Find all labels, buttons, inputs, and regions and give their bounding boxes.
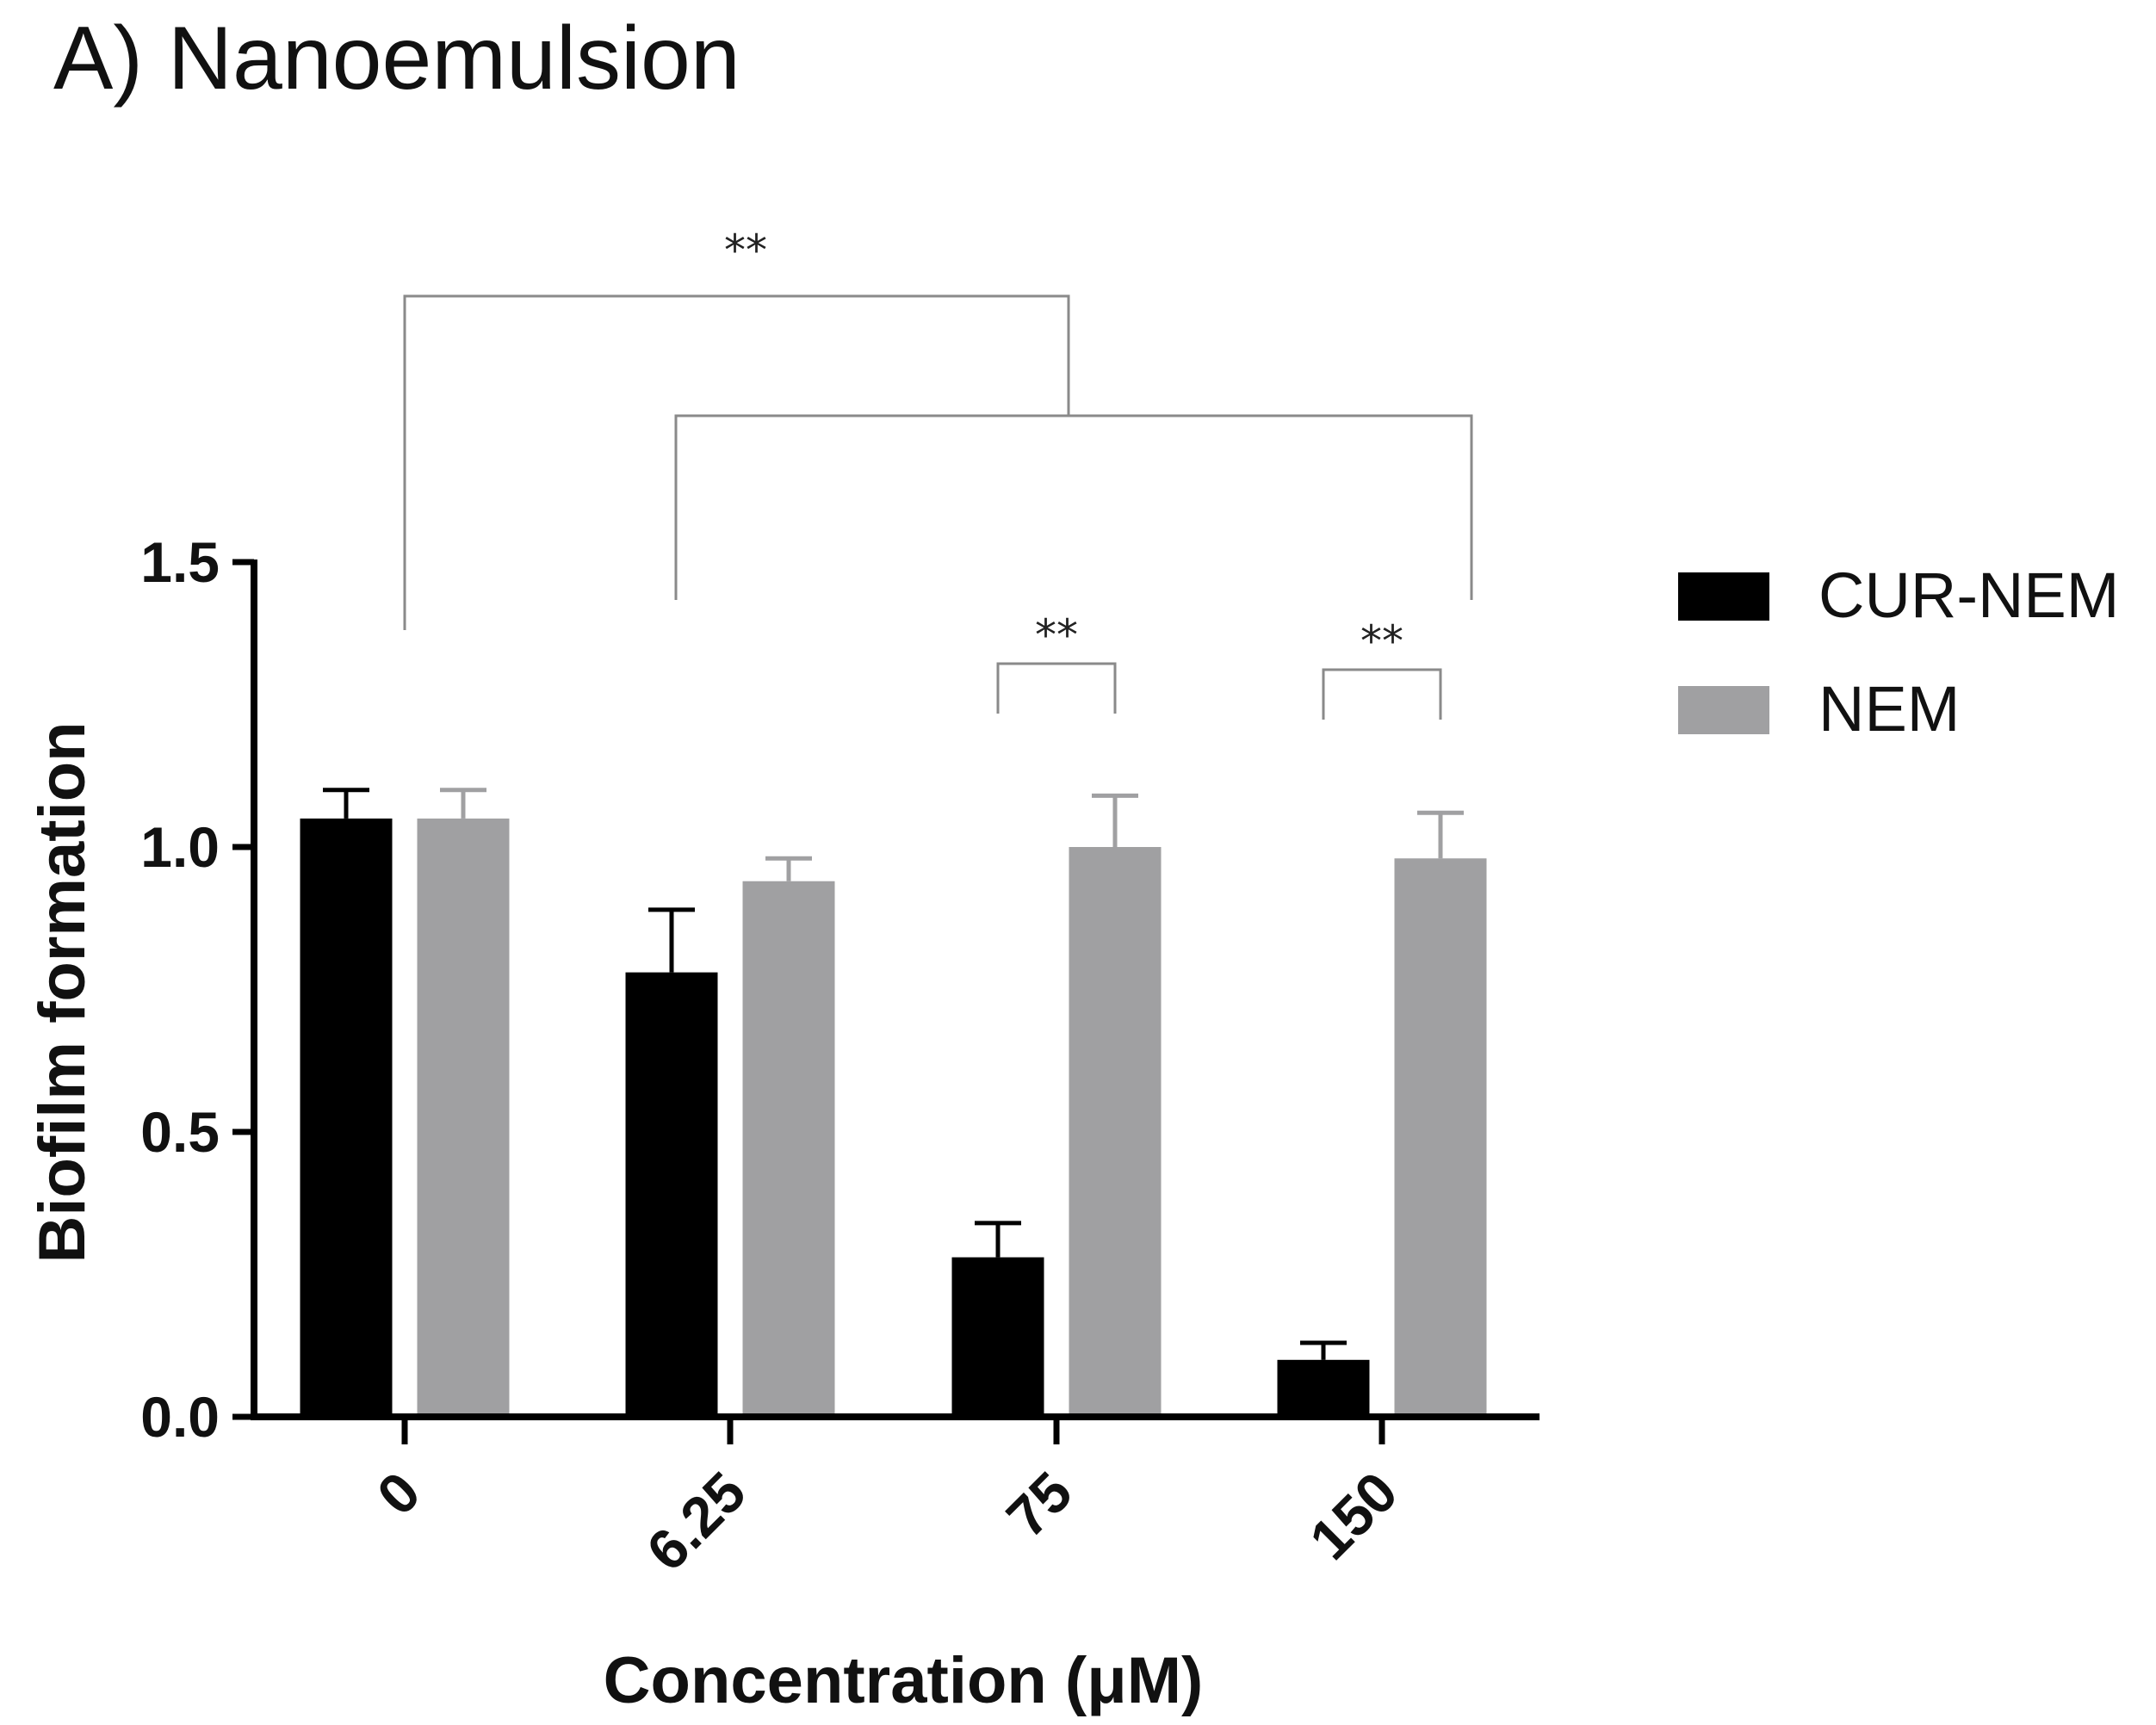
legend-item-cur-nem: CUR-NEM — [1678, 560, 2119, 631]
legend-label: CUR-NEM — [1818, 560, 2119, 631]
legend-swatch — [1678, 572, 1769, 621]
bar-nem-150 — [1394, 858, 1487, 1417]
legend-label: NEM — [1818, 673, 1960, 745]
legend-item-nem: NEM — [1678, 673, 1960, 745]
bar-nem-75 — [1069, 847, 1162, 1417]
bar-cur-nem-75 — [951, 1257, 1044, 1417]
y-tick-label: 0.0 — [140, 1385, 220, 1449]
error-bar-nem-150 — [1417, 810, 1464, 859]
significance-brackets: ** ** ** — [403, 226, 1473, 720]
bars-group — [300, 818, 1487, 1417]
x-tick-label: 75 — [994, 1460, 1084, 1549]
significance-bracket-75: ** — [996, 610, 1117, 714]
significance-stars: ** — [724, 226, 767, 275]
error-bar-nem-75 — [1092, 793, 1138, 847]
significance-bracket-overall: ** — [403, 226, 1473, 630]
x-tick-label: 6.25 — [635, 1460, 758, 1583]
error-bars-group — [323, 788, 1464, 1360]
significance-bracket-150: ** — [1322, 616, 1442, 720]
y-ticks: 0.0 0.5 1.0 1.5 — [140, 530, 254, 1449]
bar-nem-6.25 — [742, 881, 835, 1417]
legend-swatch — [1678, 686, 1769, 734]
error-bar-nem-0 — [440, 788, 486, 819]
chart-title: A) Nanoemulsion — [53, 9, 740, 108]
y-axis-title: Biofilm formation — [26, 721, 99, 1263]
bar-cur-nem-150 — [1277, 1359, 1370, 1417]
bar-cur-nem-0 — [300, 818, 393, 1417]
error-bar-cur-nem-6.25 — [648, 907, 695, 973]
error-bar-nem-6.25 — [765, 856, 812, 881]
y-tick-label: 0.5 — [140, 1100, 220, 1164]
bar-cur-nem-6.25 — [625, 972, 718, 1417]
error-bar-cur-nem-0 — [323, 788, 369, 819]
significance-stars: ** — [1035, 610, 1078, 660]
significance-stars: ** — [1360, 616, 1403, 666]
y-tick-label: 1.0 — [140, 815, 220, 879]
error-bar-cur-nem-150 — [1300, 1340, 1347, 1360]
error-bar-cur-nem-75 — [975, 1221, 1021, 1258]
axes — [251, 560, 1540, 1420]
x-tick-label: 150 — [1298, 1460, 1409, 1572]
x-tick-label: 0 — [365, 1460, 432, 1527]
y-tick-label: 1.5 — [140, 530, 220, 594]
bar-nem-0 — [417, 818, 510, 1417]
x-ticks: 0 6.25 75 150 — [365, 1417, 1409, 1583]
legend: CUR-NEM NEM — [1678, 560, 2119, 745]
x-axis-title: Concentration (μM) — [604, 1644, 1204, 1717]
